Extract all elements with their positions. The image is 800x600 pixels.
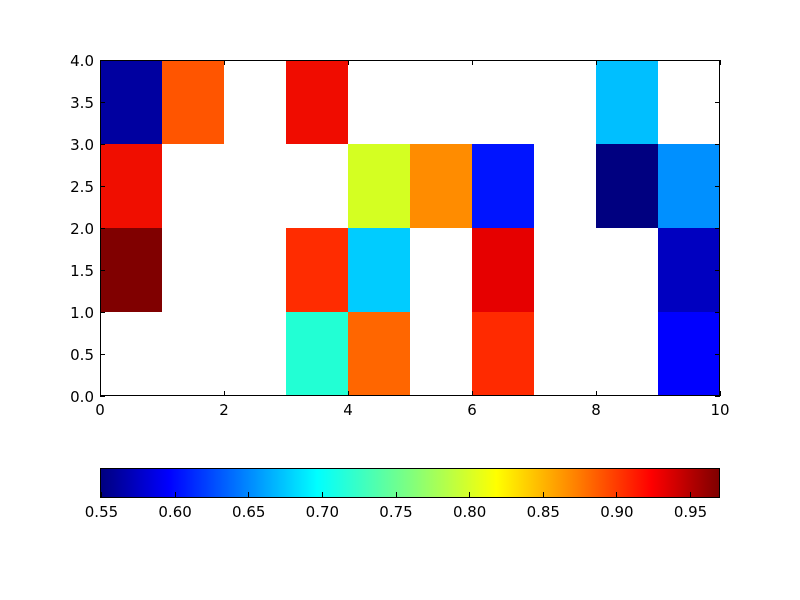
y-tick-mark xyxy=(715,395,720,397)
colorbar-tick-mark xyxy=(542,492,544,497)
y-tick-mark xyxy=(100,311,105,313)
heatmap-cell xyxy=(286,228,348,312)
heatmap-cell xyxy=(100,228,162,312)
x-tick-mark xyxy=(347,391,349,396)
heatmap-cell xyxy=(658,312,720,396)
y-tick-mark xyxy=(715,101,720,103)
y-tick-mark xyxy=(715,185,720,187)
colorbar-tick-mark xyxy=(100,492,102,497)
colorbar-tick-label: 0.90 xyxy=(600,503,634,521)
x-tick-label: 8 xyxy=(591,401,601,419)
x-tick-label: 10 xyxy=(710,401,730,419)
y-tick-mark xyxy=(100,101,105,103)
heatmap-cell xyxy=(286,312,348,396)
heatmap-cell xyxy=(162,60,224,144)
y-tick-label: 0.0 xyxy=(70,388,94,406)
colorbar-tick-mark xyxy=(395,492,397,497)
y-tick-mark xyxy=(715,353,720,355)
y-tick-mark xyxy=(100,395,105,397)
colorbar-tick-label: 0.85 xyxy=(526,503,560,521)
y-tick-mark xyxy=(715,269,720,271)
colorbar-tick-mark xyxy=(174,492,176,497)
heatmap-cell xyxy=(596,144,658,228)
y-tick-mark xyxy=(100,143,105,145)
y-tick-mark xyxy=(100,59,105,61)
y-tick-mark xyxy=(100,269,105,271)
colorbar-tick-label: 0.60 xyxy=(158,503,192,521)
heatmap-axes xyxy=(100,60,720,396)
y-tick-label: 0.5 xyxy=(70,346,94,364)
colorbar-tick-label: 0.65 xyxy=(232,503,266,521)
heatmap-cell xyxy=(472,228,534,312)
heatmap-cell xyxy=(348,312,410,396)
colorbar-tick-mark xyxy=(248,492,250,497)
heatmap-cell xyxy=(348,144,410,228)
x-tick-mark xyxy=(223,60,225,65)
colorbar-tick-mark xyxy=(690,492,692,497)
x-tick-mark xyxy=(223,391,225,396)
x-tick-mark xyxy=(471,391,473,396)
colorbar-tick-label: 0.75 xyxy=(379,503,413,521)
colorbar-tick-label: 0.80 xyxy=(452,503,487,521)
y-tick-mark xyxy=(715,143,720,145)
y-tick-label: 3.0 xyxy=(70,136,94,154)
x-tick-mark xyxy=(719,60,721,65)
heatmap-cell xyxy=(100,144,162,228)
heatmap-cell xyxy=(348,228,410,312)
y-tick-mark xyxy=(715,59,720,61)
colorbar-tick-mark xyxy=(469,492,471,497)
heatmap-cell xyxy=(658,228,720,312)
colorbar-tick-mark xyxy=(616,492,618,497)
y-tick-label: 2.5 xyxy=(70,178,94,196)
x-tick-label: 6 xyxy=(467,401,477,419)
y-tick-mark xyxy=(100,353,105,355)
heatmap-cell xyxy=(410,144,472,228)
y-tick-label: 2.0 xyxy=(70,220,94,238)
heatmap-cell xyxy=(472,312,534,396)
y-tick-mark xyxy=(715,227,720,229)
colorbar-tick-label: 0.95 xyxy=(673,503,708,521)
colorbar xyxy=(100,468,720,498)
x-tick-mark xyxy=(471,60,473,65)
y-tick-mark xyxy=(715,311,720,313)
x-tick-mark xyxy=(595,60,597,65)
x-tick-label: 0 xyxy=(95,401,105,419)
heatmap-cell xyxy=(100,60,162,144)
x-tick-mark xyxy=(347,60,349,65)
y-tick-label: 1.5 xyxy=(70,262,94,280)
x-tick-label: 2 xyxy=(219,401,229,419)
y-tick-mark xyxy=(100,185,105,187)
y-tick-label: 3.5 xyxy=(70,94,94,112)
heatmap-cell xyxy=(658,144,720,228)
colorbar-tick-mark xyxy=(321,492,323,497)
heatmap-cell xyxy=(472,144,534,228)
x-tick-mark xyxy=(719,391,721,396)
x-tick-mark xyxy=(595,391,597,396)
heatmap-cell xyxy=(286,60,348,144)
colorbar-tick-label: 0.70 xyxy=(305,503,340,521)
y-tick-label: 4.0 xyxy=(70,52,94,70)
x-tick-label: 4 xyxy=(343,401,353,419)
y-tick-mark xyxy=(100,227,105,229)
colorbar-tick-label: 0.55 xyxy=(84,503,119,521)
heatmap-cell xyxy=(596,60,658,144)
x-tick-mark xyxy=(99,60,101,65)
y-tick-label: 1.0 xyxy=(70,304,94,322)
